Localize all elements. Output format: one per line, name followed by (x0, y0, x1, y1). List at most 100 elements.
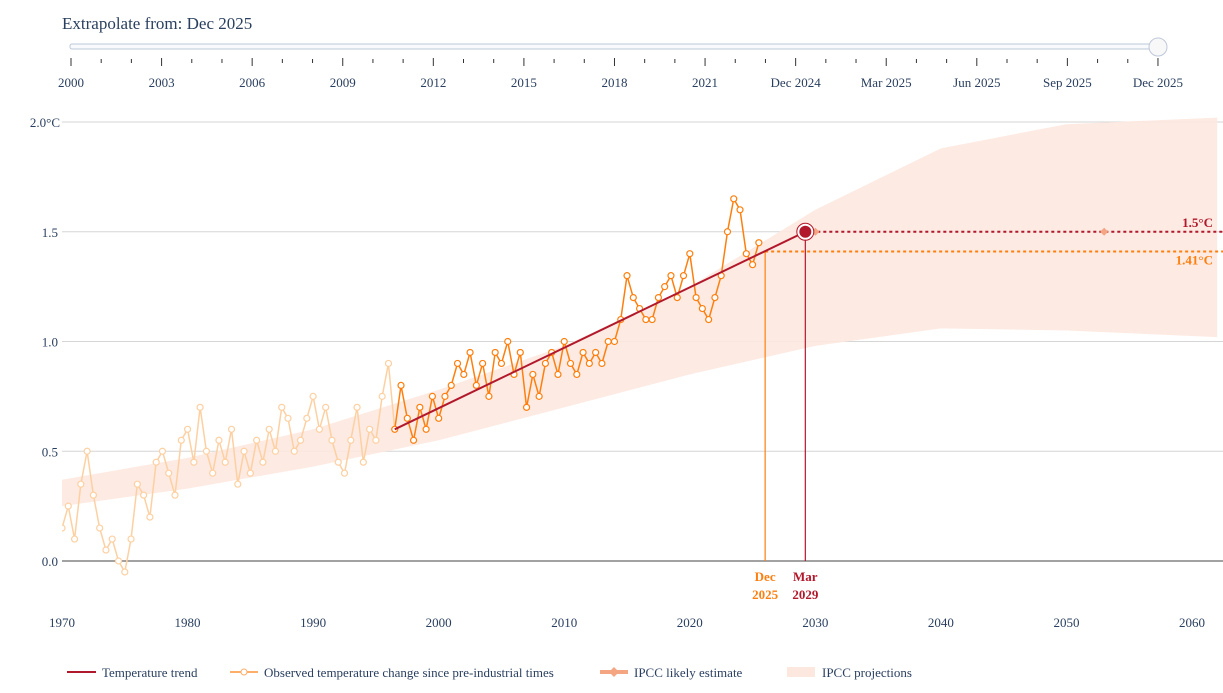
marker-value-label: 1.5°C (1182, 215, 1213, 230)
y-tick-label: 0.0 (42, 554, 58, 569)
observed-point (579, 348, 587, 357)
observed-point (592, 348, 600, 357)
marker-date-label: 2029 (792, 587, 819, 602)
slider-tick-label[interactable]: 2003 (149, 75, 175, 90)
observed-point (102, 546, 110, 554)
observed-point (309, 392, 317, 400)
slider-track[interactable] (69, 43, 1161, 50)
slider-tick-label[interactable]: 2015 (511, 75, 537, 90)
marker-date-label: Mar (793, 569, 818, 584)
observed-point (271, 447, 280, 455)
observed-point (435, 414, 443, 422)
observed-point (328, 436, 336, 444)
observed-point (89, 491, 97, 499)
observed-point (516, 348, 524, 357)
observed-point (554, 370, 562, 379)
slider-tick-label[interactable]: Jun 2025 (953, 75, 1000, 90)
observed-point (573, 370, 581, 379)
observed-point (62, 524, 66, 532)
slider-tick-label[interactable]: 2009 (330, 75, 356, 90)
observed-point (441, 392, 449, 400)
observed-point (253, 436, 261, 444)
observed-point (246, 469, 254, 477)
observed-point (165, 469, 173, 477)
legend-ipcc-estimate-label[interactable]: IPCC likely estimate (634, 665, 743, 680)
observed-point (667, 272, 675, 280)
y-tick-label: 2.0°C (30, 115, 60, 130)
observed-point (711, 294, 719, 302)
observed-point (334, 458, 342, 466)
observed-point (96, 524, 104, 532)
slider-tick-label[interactable]: Mar 2025 (861, 75, 912, 90)
slider-tick-label[interactable]: 2000 (58, 75, 84, 90)
x-tick-label: 1970 (49, 615, 75, 630)
observed-point (466, 348, 474, 357)
slider-tick-label[interactable]: 2018 (601, 75, 627, 90)
legend-observed-label[interactable]: Observed temperature change since pre-in… (264, 665, 554, 680)
observed-point (642, 315, 650, 324)
observed-point (215, 436, 223, 444)
observed-point (428, 392, 437, 400)
observed-point (522, 403, 531, 411)
observed-point (158, 447, 167, 455)
observed-point (108, 535, 116, 543)
x-tick-label: 2010 (551, 615, 577, 630)
observed-point (705, 315, 713, 324)
observed-point (673, 294, 681, 302)
observed-point (604, 337, 612, 346)
observed-point (290, 447, 298, 455)
slider-tick-label[interactable]: 2006 (239, 75, 266, 90)
observed-point (422, 425, 430, 433)
observed-point (152, 458, 160, 466)
observed-point (177, 436, 185, 444)
slider-label: Extrapolate from: Dec 2025 (62, 14, 252, 33)
slider-tick-label[interactable]: 2021 (692, 75, 718, 90)
observed-point (585, 359, 593, 368)
observed-point (127, 535, 135, 543)
observed-point (284, 414, 292, 422)
observed-point (692, 294, 700, 302)
slider-handle[interactable] (1148, 37, 1168, 57)
observed-point (121, 568, 129, 576)
observed-point (397, 381, 405, 389)
observed-point (209, 469, 217, 477)
slider-tick-label[interactable]: 2012 (420, 75, 446, 90)
ipcc-estimate-marker (1100, 227, 1109, 236)
observed-point (353, 403, 361, 411)
observed-point (171, 491, 179, 499)
y-tick-label: 1.5 (42, 225, 58, 240)
observed-point (447, 381, 455, 389)
observed-point (541, 359, 550, 368)
observed-point (378, 392, 386, 400)
legend-ipcc-estimate-marker (609, 667, 619, 677)
observed-point (70, 535, 79, 543)
observed-point (698, 304, 706, 313)
slider-tick-label[interactable]: Dec 2024 (771, 75, 822, 90)
observed-point (485, 392, 493, 400)
legend: Temperature trend Observed temperature ch… (67, 665, 912, 680)
x-tick-label: 2060 (1179, 615, 1205, 630)
observed-point (623, 272, 631, 280)
observed-point (491, 348, 499, 357)
observed-point (654, 294, 663, 302)
legend-ipcc-band-label[interactable]: IPCC projections (822, 665, 912, 680)
observed-point (259, 458, 267, 466)
observed-point (560, 337, 568, 346)
observed-point (140, 491, 148, 499)
observed-point (472, 381, 480, 389)
y-tick-label: 1.0 (42, 335, 58, 350)
observed-point (403, 414, 411, 422)
observed-point (479, 359, 487, 368)
observed-point (384, 359, 393, 368)
x-tick-label: 2030 (802, 615, 828, 630)
slider-tick-label[interactable]: Sep 2025 (1043, 75, 1092, 90)
observed-point (629, 294, 637, 302)
legend-trend-label[interactable]: Temperature trend (102, 665, 198, 680)
slider-tick-label[interactable]: Dec 2025 (1133, 75, 1183, 90)
observed-point (265, 425, 273, 433)
observed-point (748, 261, 757, 269)
observed-point (77, 480, 85, 488)
observed-point (83, 447, 91, 455)
observed-point (686, 250, 694, 258)
